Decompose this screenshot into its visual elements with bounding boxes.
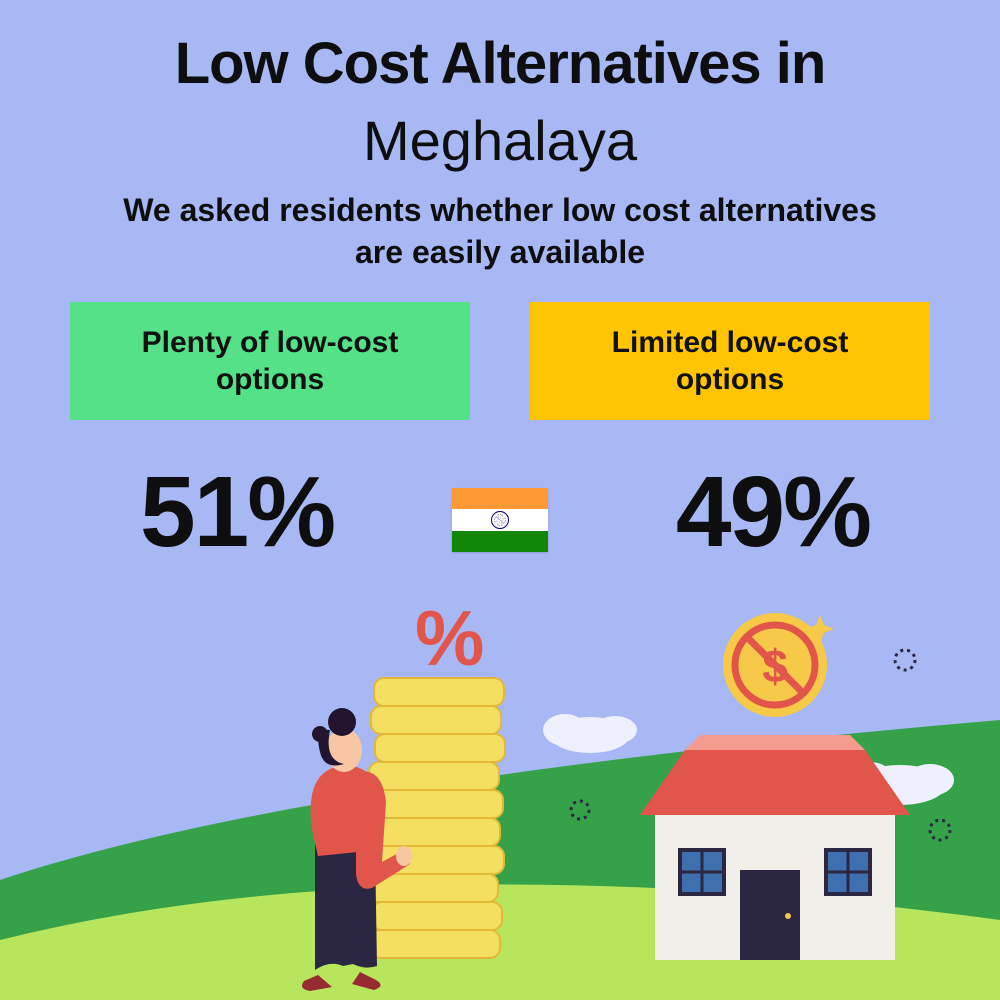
option-plenty: Plenty of low-cost options xyxy=(70,302,470,420)
subtitle-text: We asked residents whether low cost alte… xyxy=(120,190,880,273)
dollar-coin-icon: $ xyxy=(723,613,827,717)
title-line-1: Low Cost Alternatives in xyxy=(0,30,1000,97)
percent-icon: % xyxy=(415,594,484,682)
flag-green-stripe xyxy=(452,531,548,552)
flag-saffron-stripe xyxy=(452,488,548,509)
flag-white-stripe xyxy=(452,509,548,530)
flag-chakra-icon xyxy=(491,511,509,529)
india-flag-icon xyxy=(452,488,548,552)
sparkle-1 xyxy=(895,650,915,670)
percent-left: 51% xyxy=(140,455,334,570)
percent-right: 49% xyxy=(676,455,870,570)
svg-text:%: % xyxy=(415,594,484,682)
title-line-2: Meghalaya xyxy=(0,108,1000,173)
option-plenty-label: Plenty of low-cost options xyxy=(100,324,440,399)
savings-illustration: $ xyxy=(0,580,1000,1000)
option-limited: Limited low-cost options xyxy=(530,302,930,420)
cloud-left xyxy=(543,714,637,753)
infographic-canvas: Low Cost Alternatives in Meghalaya We as… xyxy=(0,0,1000,1000)
option-limited-label: Limited low-cost options xyxy=(560,324,900,399)
svg-text:$: $ xyxy=(762,640,788,692)
house-icon xyxy=(640,735,910,960)
coin-stack-icon xyxy=(368,678,505,958)
